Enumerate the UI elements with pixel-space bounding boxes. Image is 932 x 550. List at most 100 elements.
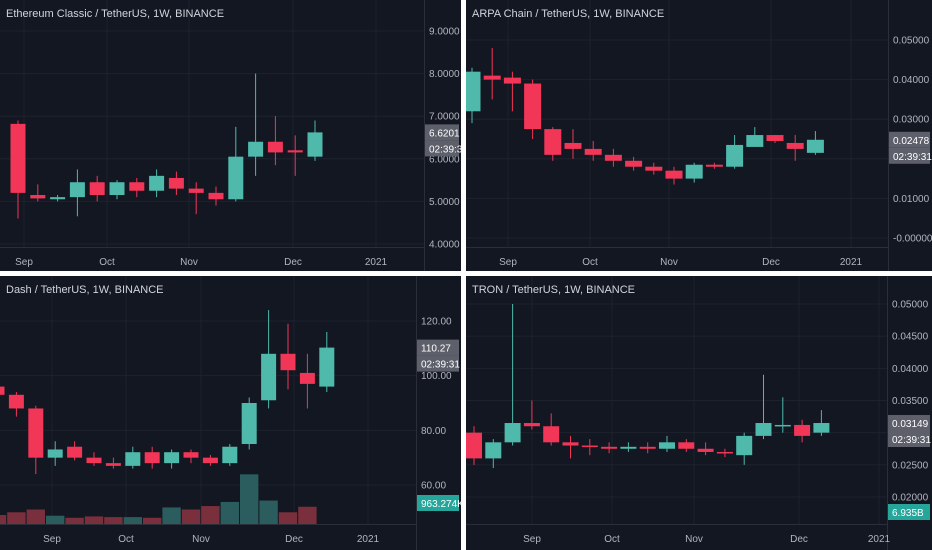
time-axis-bg bbox=[466, 524, 887, 550]
candle-body bbox=[466, 432, 482, 459]
countdown-badge bbox=[889, 147, 930, 164]
volume-bar bbox=[84, 516, 104, 524]
countdown-text: 02:39:31 bbox=[892, 435, 931, 446]
countdown-text: 02:39:31 bbox=[429, 144, 461, 155]
candle-body bbox=[188, 188, 204, 193]
volume-bar bbox=[240, 474, 259, 524]
x-tick-label: Dec bbox=[284, 257, 302, 268]
time-axis-bg bbox=[0, 247, 424, 271]
candle-body bbox=[504, 423, 521, 443]
chart-svg: 0.050000.040000.030000.020000.01000-0.00… bbox=[466, 0, 932, 271]
last-price-text: 0.02478 bbox=[893, 136, 930, 147]
x-tick-label: Sep bbox=[43, 534, 61, 545]
x-tick-label: Dec bbox=[285, 534, 303, 545]
countdown-badge bbox=[888, 431, 930, 448]
y-tick-label: 80.00 bbox=[421, 426, 446, 437]
candle-body bbox=[69, 182, 85, 198]
x-tick-label: 2021 bbox=[365, 257, 388, 268]
x-tick-label: Dec bbox=[762, 257, 780, 268]
candle-body bbox=[89, 182, 105, 196]
chart-title: Ethereum Classic / TetherUS, 1W, BINANCE bbox=[6, 8, 225, 20]
chart-pane-tron[interactable]: 0.050000.045000.040000.035000.030000.025… bbox=[466, 276, 932, 550]
candle-body bbox=[67, 446, 83, 458]
candle-body bbox=[109, 182, 125, 196]
candle-body bbox=[716, 451, 733, 454]
candle-body bbox=[47, 449, 63, 458]
candle-body bbox=[685, 164, 703, 179]
x-tick-label: Sep bbox=[523, 534, 541, 545]
chart-pane-arpa[interactable]: 0.050000.040000.030000.020000.01000-0.00… bbox=[466, 0, 932, 271]
y-tick-label: 0.04000 bbox=[893, 75, 930, 86]
candle-body bbox=[125, 452, 141, 466]
candle-body bbox=[524, 83, 542, 130]
candle-body bbox=[786, 142, 804, 149]
candle-body bbox=[299, 372, 315, 384]
candle-body bbox=[544, 129, 562, 155]
candle-body bbox=[794, 424, 811, 436]
y-tick-label: 4.0000 bbox=[429, 240, 460, 251]
candle-body bbox=[665, 170, 683, 179]
candle-body bbox=[601, 446, 618, 449]
y-tick-label: 0.02500 bbox=[892, 460, 929, 471]
x-tick-label: Nov bbox=[685, 534, 703, 545]
chart-svg: 0.050000.045000.040000.035000.030000.025… bbox=[466, 276, 932, 550]
y-tick-label: 6.0000 bbox=[429, 154, 460, 165]
candle-body bbox=[625, 160, 643, 167]
last-price-badge bbox=[417, 339, 459, 356]
y-tick-label: 0.01000 bbox=[893, 194, 930, 205]
volume-bar bbox=[278, 512, 298, 524]
volume-bar bbox=[259, 500, 278, 524]
y-tick-label: 0.05000 bbox=[892, 300, 929, 311]
chart-title: ARPA Chain / TetherUS, 1W, BINANCE bbox=[472, 8, 665, 20]
chart-pane-dash[interactable]: 120.00 100.00 80.00 60.00 Sep Oct Nov Dec 2021 11… bbox=[0, 276, 461, 550]
candle-body bbox=[503, 77, 521, 84]
y-tick-label: 0.02000 bbox=[892, 493, 929, 504]
y-tick-label: 120.00 bbox=[421, 317, 452, 328]
last-price-text: 6.6201 bbox=[429, 128, 460, 139]
x-tick-label: Oct bbox=[582, 257, 598, 268]
x-tick-label: Nov bbox=[192, 534, 210, 545]
candle-body bbox=[697, 448, 714, 452]
candle-body bbox=[50, 197, 66, 200]
countdown-text: 02:39:31 bbox=[421, 360, 460, 371]
y-tick-label: 0.04500 bbox=[892, 332, 929, 343]
candle-body bbox=[466, 71, 481, 112]
volume-bar bbox=[26, 509, 45, 524]
candle-body bbox=[208, 192, 224, 200]
candle-body bbox=[129, 182, 145, 191]
x-tick-label: Oct bbox=[99, 257, 115, 268]
volume-badge bbox=[417, 495, 459, 511]
y-tick-label: 9.0000 bbox=[429, 27, 460, 38]
y-tick-label: 0.04000 bbox=[892, 364, 929, 375]
y-tick-label: 8.0000 bbox=[429, 69, 460, 80]
volume-badge-text: 963.274K bbox=[421, 499, 461, 510]
candle-body bbox=[319, 347, 335, 387]
candle-body bbox=[241, 403, 257, 444]
y-tick-label: 60.00 bbox=[421, 481, 446, 492]
time-axis-bg bbox=[466, 247, 888, 271]
x-tick-label: 2021 bbox=[840, 257, 863, 268]
countdown-badge bbox=[425, 140, 459, 157]
y-tick-label: 0.05000 bbox=[893, 36, 930, 47]
chart-pane-etc[interactable]: 9.0000 8.0000 7.0000 6.0000 5.0000 4.0000 Sep O… bbox=[0, 0, 461, 271]
candle-body bbox=[267, 141, 283, 153]
y-tick-label: 100.00 bbox=[421, 371, 452, 382]
candle-body bbox=[755, 423, 772, 436]
candle-body bbox=[639, 446, 656, 449]
candle-body bbox=[168, 177, 184, 189]
last-price-text: 0.03149 bbox=[892, 419, 929, 430]
countdown-badge bbox=[417, 355, 459, 372]
volume-bar bbox=[46, 515, 65, 524]
volume-bar bbox=[104, 517, 123, 524]
candle-body bbox=[202, 457, 218, 464]
volume-bar bbox=[220, 501, 239, 524]
y-tick-label: -0.00000 bbox=[893, 234, 932, 245]
volume-bar bbox=[298, 506, 317, 524]
volume-bar bbox=[7, 512, 26, 524]
candle-body bbox=[30, 195, 46, 199]
candle-body bbox=[705, 164, 723, 167]
candle-body bbox=[287, 150, 303, 153]
candle-body bbox=[726, 144, 744, 167]
candle-body bbox=[28, 408, 44, 458]
x-tick-label: 2021 bbox=[868, 534, 891, 545]
